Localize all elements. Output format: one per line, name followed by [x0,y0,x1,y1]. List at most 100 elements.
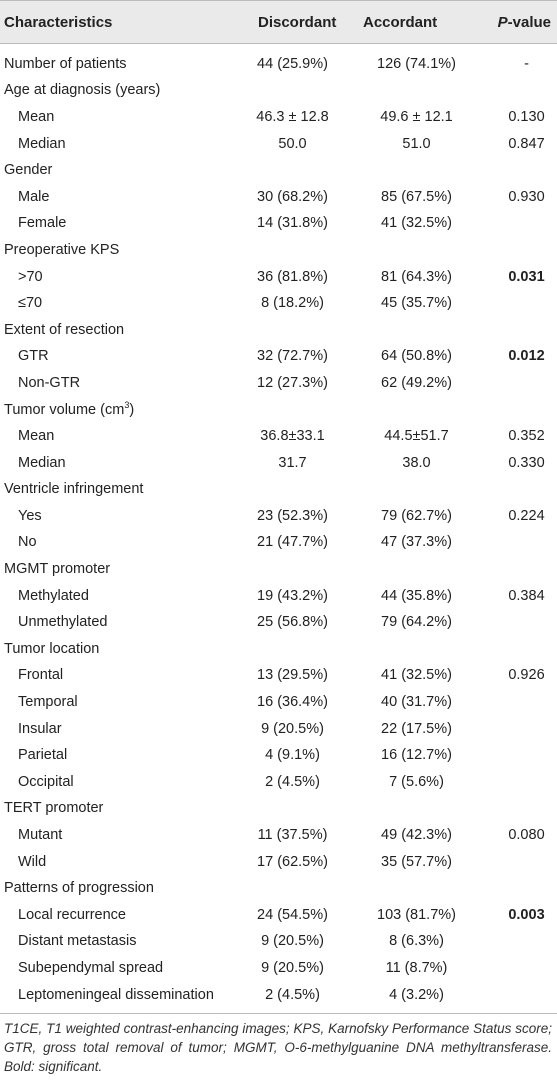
table-row: Number of patients 44 (25.9%) 126 (74.1%) - [0,51,557,78]
cell-accordant [351,77,478,104]
cell-accordant: 64 (50.8%) [381,348,452,365]
cell-accordant: 126 (74.1%) [377,55,456,72]
cell-p-value [478,237,557,264]
table-row: Tumor volume (cm3) [0,396,557,423]
row-sublabel: Frontal [0,662,228,689]
row-label-text: Unmethylated [18,614,108,631]
row-category-label: Ventricle infringement [0,476,228,503]
cell-p-value [478,742,557,769]
row-label-text: Tumor location [4,640,100,657]
cell-discordant: 4 (9.1%) [265,747,320,764]
cell-discordant: 9 (20.5%) [261,933,324,950]
row-label-text: Median [18,454,66,471]
row-label-text: ≤70 [18,295,43,312]
row-label-text: MGMT promoter [4,561,111,578]
table-row: GTR 32 (72.7%) 64 (50.8%) 0.012 [0,343,557,370]
table-row: Subependymal spread 9 (20.5%) 11 (8.7%) [0,955,557,982]
cell-discordant [228,157,351,184]
table-row: Frontal 13 (29.5%) 41 (32.5%) 0.926 [0,662,557,689]
row-sublabel: Subependymal spread [0,955,228,982]
table-row: Tumor location [0,636,557,663]
cell-p-value: 0.330 [508,454,545,471]
table-row: Female 14 (31.8%) 41 (32.5%) [0,210,557,237]
cell-discordant: 11 (37.5%) [257,827,328,844]
cell-accordant: 79 (62.7%) [381,507,452,524]
row-label-text: Yes [18,507,42,524]
cell-discordant: 50.0 [278,135,307,152]
row-sublabel: Female [0,210,228,237]
row-category-label: MGMT promoter [0,556,228,583]
cell-accordant: 41 (32.5%) [381,215,452,232]
cell-discordant: 21 (47.7%) [257,534,328,551]
row-label-text: Insular [18,720,62,737]
table-spacer [0,44,557,51]
characteristics-table: Characteristics Discordant Accordant P-v… [0,0,557,1008]
row-category-label: Gender [0,157,228,184]
cell-p-value: 0.012 [508,348,545,365]
table-row: Gender [0,157,557,184]
cell-accordant [351,476,478,503]
table-row: Ventricle infringement [0,476,557,503]
cell-p-value [478,529,557,556]
row-label-text: Patterns of progression [4,880,154,897]
cell-discordant: 44 (25.9%) [257,55,328,72]
cell-accordant: 40 (31.7%) [381,694,452,711]
row-category-label: Tumor volume (cm3) [0,396,228,423]
cell-accordant: 85 (67.5%) [381,188,452,205]
row-sublabel: Median [0,130,228,157]
row-label-text: Subependymal spread [18,959,164,976]
row-label-text: Median [18,135,66,152]
row-sublabel: Non-GTR [0,370,228,397]
row-sublabel: Wild [0,848,228,875]
table-row: Leptomeningeal dissemination 2 (4.5%) 4 (3… [0,981,557,1008]
cell-discordant: 19 (43.2%) [257,587,328,604]
cell-accordant: 16 (12.7%) [381,747,452,764]
table-row: No 21 (47.7%) 47 (37.3%) [0,529,557,556]
cell-accordant: 44 (35.8%) [381,587,452,604]
row-label-text: Female [18,215,67,232]
row-sublabel: Occipital [0,769,228,796]
cell-discordant [228,77,351,104]
row-label-text: Mutant [18,827,63,844]
table-row: Parietal 4 (9.1%) 16 (12.7%) [0,742,557,769]
cell-accordant: 44.5±51.7 [384,428,449,445]
cell-discordant: 9 (20.5%) [261,720,324,737]
cell-p-value: 0.352 [508,428,545,445]
cell-accordant [351,795,478,822]
row-category-label: Age at diagnosis (years) [0,77,228,104]
cell-p-value [478,556,557,583]
row-label-text: Occipital [18,773,74,790]
cell-accordant: 51.0 [402,135,431,152]
header-characteristics: Characteristics [0,0,228,44]
table-row: Wild 17 (62.5%) 35 (57.7%) [0,848,557,875]
cell-p-value: 0.224 [508,507,545,524]
row-label-text: Male [18,188,50,205]
cell-p-value [478,981,557,1008]
cell-accordant: 22 (17.5%) [381,720,452,737]
cell-discordant: 14 (31.8%) [257,215,328,232]
row-label-text: Mean [18,108,55,125]
cell-discordant [228,556,351,583]
row-label-text: Leptomeningeal dissemination [18,986,214,1003]
row-sublabel: Methylated [0,582,228,609]
cell-discordant [228,795,351,822]
cell-discordant [228,476,351,503]
table-row: TERT promoter [0,795,557,822]
table-row: Patterns of progression [0,875,557,902]
table-row: Local recurrence 24 (54.5%) 103 (81.7%) 0.0… [0,902,557,929]
row-category-label: Number of patients [0,51,228,78]
cell-discordant: 32 (72.7%) [257,348,328,365]
row-sublabel: Local recurrence [0,902,228,929]
cell-p-value [478,795,557,822]
cell-accordant [351,157,478,184]
row-label-text: Age at diagnosis (years) [4,82,161,99]
row-label-text: No [18,534,37,551]
row-label-text: Non-GTR [18,374,81,391]
header-p-value: P-value [478,0,557,44]
cell-discordant: 25 (56.8%) [257,614,328,631]
cell-discordant: 30 (68.2%) [257,188,328,205]
table-row: Median 50.0 51.0 0.847 [0,130,557,157]
row-label-text: Extent of resection [4,321,125,338]
cell-accordant: 8 (6.3%) [389,933,444,950]
